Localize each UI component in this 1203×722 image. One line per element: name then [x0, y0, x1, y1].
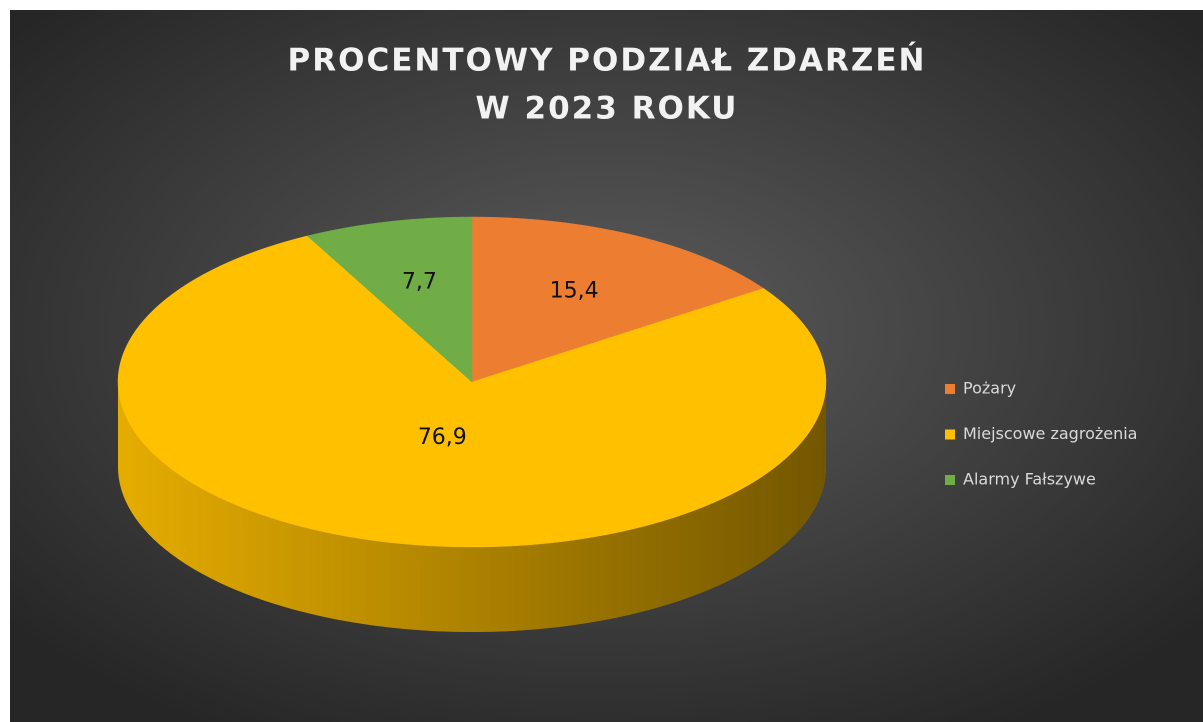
data-label: 7,7 [402, 270, 437, 295]
legend-swatch [945, 475, 955, 485]
legend-label: Miejscowe zagrożenia [963, 424, 1137, 443]
data-label: 76,9 [418, 425, 467, 450]
chart-title: PROCENTOWY PODZIAŁ ZDARZEŃ [288, 43, 927, 79]
legend-swatch [945, 384, 955, 394]
legend-label: Alarmy Fałszywe [963, 470, 1096, 489]
slice [471, 216, 765, 383]
legend-label: Pożary [963, 379, 1016, 398]
legend-swatch [945, 429, 955, 440]
slice [306, 216, 473, 383]
chart-title: W 2023 ROKU [476, 91, 739, 127]
slice [117, 235, 827, 548]
slice-side-shade [118, 382, 826, 632]
data-label: 15,4 [550, 278, 599, 303]
